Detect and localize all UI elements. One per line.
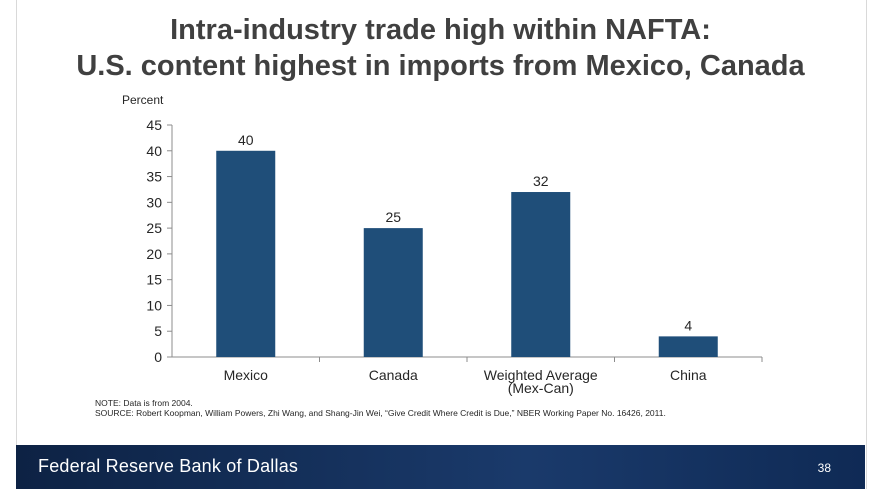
footer-org-name: Federal Reserve Bank of Dallas — [38, 456, 299, 476]
bar-chart: Percent 0 5 10 15 20 25 30 35 40 45 Mexico Canada W… — [122, 93, 763, 396]
data-label: 40 — [238, 132, 254, 148]
slide-title-line1: Intra-industry trade high within NAFTA: — [170, 14, 711, 46]
y-tick-label: 10 — [146, 297, 162, 313]
source-text: SOURCE: Robert Koopman, William Powers, … — [95, 408, 666, 418]
slide-frame — [16, 0, 867, 489]
y-tick-label: 15 — [146, 272, 162, 288]
bar — [511, 192, 571, 357]
x-tick-label: China — [670, 367, 707, 383]
y-tick-label: 20 — [146, 246, 162, 262]
data-label: 4 — [684, 317, 692, 333]
y-tick-label: 5 — [154, 323, 162, 339]
y-tick-label: 0 — [154, 349, 162, 365]
bar — [216, 150, 276, 357]
slide-title-line2: U.S. content highest in imports from Mex… — [76, 50, 805, 82]
y-tick-label: 25 — [146, 220, 162, 236]
x-tick-label: Canada — [369, 367, 418, 383]
bar — [658, 336, 718, 357]
chart-notes: NOTE: Data is from 2004. SOURCE: Robert … — [95, 398, 775, 418]
footer-bar: Federal Reserve Bank of Dallas 38 — [16, 445, 865, 489]
y-tick-label: 45 — [146, 117, 162, 133]
y-axis: 0 5 10 15 20 25 30 35 40 45 — [146, 117, 173, 365]
x-tick-label: Weighted Average (Mex-Can) — [484, 367, 598, 396]
x-tick-label: Mexico — [224, 367, 269, 383]
data-label: 25 — [385, 209, 401, 225]
bars: 40 25 32 4 — [216, 132, 718, 357]
note-text: NOTE: Data is from 2004. — [95, 398, 193, 408]
y-axis-label: Percent — [122, 93, 164, 107]
y-tick-label: 30 — [146, 194, 162, 210]
x-axis: Mexico Canada Weighted Average (Mex-Can) Chi… — [172, 356, 763, 396]
y-tick-label: 35 — [146, 169, 162, 185]
page-number: 38 — [817, 461, 831, 475]
data-label: 32 — [533, 173, 549, 189]
y-tick-label: 40 — [146, 143, 162, 159]
bar — [363, 228, 423, 357]
